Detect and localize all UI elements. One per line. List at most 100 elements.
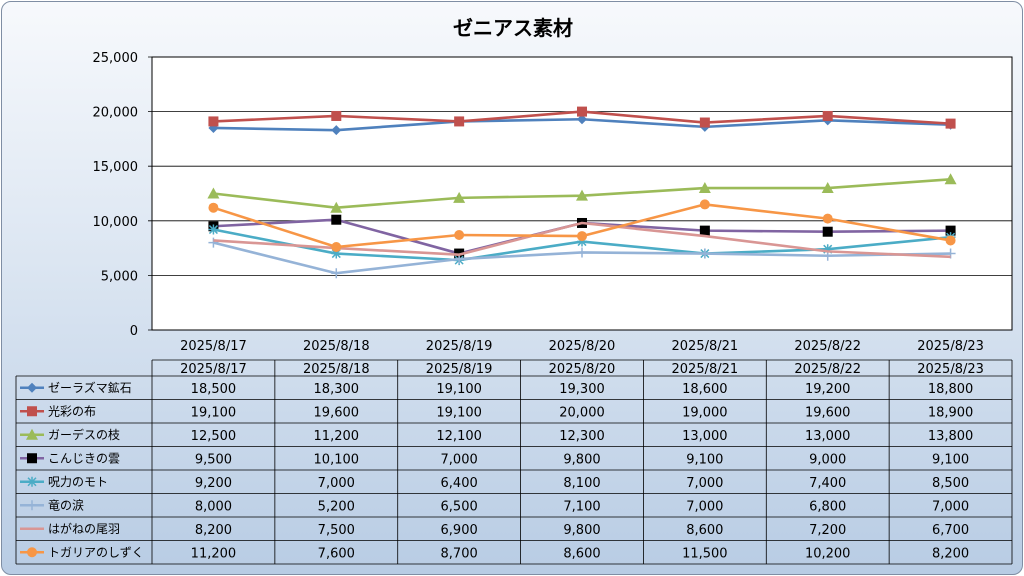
table-cell: 7,400 xyxy=(809,476,846,491)
legend-key xyxy=(20,453,44,464)
data-point xyxy=(208,116,219,127)
data-point xyxy=(207,187,220,199)
series-name: はがねの尾羽 xyxy=(48,521,120,536)
data-point xyxy=(27,382,37,393)
table-cell: 7,100 xyxy=(563,499,600,514)
table-header-cell: 2025/8/17 xyxy=(180,362,247,377)
data-point xyxy=(944,173,957,185)
y-tick-label: 25,000 xyxy=(93,51,139,66)
x-tick-label: 2025/8/23 xyxy=(917,339,984,354)
data-point xyxy=(945,118,956,129)
gridlines xyxy=(148,56,1012,331)
data-point xyxy=(454,116,465,127)
table-cell: 13,800 xyxy=(928,429,974,444)
table-header-cell: 2025/8/18 xyxy=(303,362,370,377)
series xyxy=(208,199,956,253)
series-lines xyxy=(207,106,957,279)
table-cell: 7,600 xyxy=(318,546,355,561)
data-point xyxy=(27,476,37,487)
table-header-cell: 2025/8/21 xyxy=(672,362,739,377)
x-tick-label: 2025/8/20 xyxy=(549,339,616,354)
y-tick-label: 5,000 xyxy=(101,269,138,284)
data-point xyxy=(699,117,710,128)
table-cell: 8,200 xyxy=(195,523,232,538)
table-cell: 10,200 xyxy=(805,546,851,561)
data-point xyxy=(454,229,465,240)
series-name: ゼーラズマ鉱石 xyxy=(48,380,132,395)
series-name: ガーデスの枝 xyxy=(48,427,120,442)
data-point xyxy=(27,547,37,558)
table-cell: 7,000 xyxy=(932,499,969,514)
table-cell: 8,700 xyxy=(441,546,478,561)
table-header-cell: 2025/8/22 xyxy=(794,362,861,377)
table-cell: 9,800 xyxy=(563,452,600,467)
table-cell: 8,600 xyxy=(686,523,723,538)
series-name: トガリアのしずく xyxy=(48,545,144,559)
table-cell: 7,000 xyxy=(441,452,478,467)
table-cell: 19,200 xyxy=(805,382,851,397)
y-axis: 25,000 20,000 15,000 10,000 5,000 0 xyxy=(93,51,139,339)
legend-key xyxy=(20,428,44,440)
table-cell: 20,000 xyxy=(559,405,605,420)
data-point xyxy=(27,500,37,511)
data-point xyxy=(577,231,587,242)
data-point xyxy=(821,182,834,194)
data-point xyxy=(330,201,343,213)
y-tick-label: 15,000 xyxy=(93,160,139,175)
data-point xyxy=(576,189,588,201)
data-point xyxy=(26,428,38,440)
table-cell: 8,500 xyxy=(932,476,969,491)
table-cell: 12,300 xyxy=(559,429,605,444)
data-point xyxy=(822,213,833,224)
data-point xyxy=(822,110,833,121)
data-point xyxy=(822,226,833,237)
series-name: 呪力のモト xyxy=(48,475,108,489)
table-cell: 9,500 xyxy=(195,452,232,467)
data-point xyxy=(577,247,587,258)
data-point xyxy=(945,225,956,236)
data-point xyxy=(331,125,342,136)
data-point xyxy=(577,114,587,125)
data-point xyxy=(698,182,711,194)
data-point xyxy=(577,236,587,247)
table-header-cell: 2025/8/20 xyxy=(549,362,616,377)
series-name: こんじきの雲 xyxy=(48,451,120,465)
data-point xyxy=(331,248,342,259)
table-cell: 12,500 xyxy=(191,429,237,444)
data-point xyxy=(822,244,833,255)
table-cell: 9,100 xyxy=(932,452,969,467)
table-cell: 11,500 xyxy=(682,546,728,561)
table-cell: 19,000 xyxy=(682,405,728,420)
data-point xyxy=(208,202,219,213)
chart-title: ゼニアス素材 xyxy=(453,16,573,40)
data-point xyxy=(331,242,342,253)
legend-key xyxy=(20,500,44,511)
table-cell: 12,100 xyxy=(436,429,482,444)
y-tick-label: 10,000 xyxy=(93,215,139,230)
data-point xyxy=(208,224,219,235)
table-cell: 9,200 xyxy=(195,476,232,491)
table-cell: 19,600 xyxy=(805,405,851,420)
x-tick-label: 2025/8/19 xyxy=(426,339,493,354)
legend-key xyxy=(20,476,44,487)
data-point xyxy=(331,268,342,279)
table-cell: 8,600 xyxy=(563,546,600,561)
table-cell: 9,000 xyxy=(809,452,846,467)
table-cell: 8,100 xyxy=(563,476,600,491)
x-tick-label: 2025/8/21 xyxy=(672,339,739,354)
table-header-cell: 2025/8/19 xyxy=(426,362,493,377)
table-cell: 6,700 xyxy=(932,523,969,538)
table-cell: 19,600 xyxy=(314,405,360,420)
data-point xyxy=(331,110,342,121)
table-cell: 19,100 xyxy=(436,382,482,397)
table-cell: 7,200 xyxy=(809,523,846,538)
y-tick-label: 0 xyxy=(130,324,138,339)
data-point xyxy=(699,199,710,210)
legend-key xyxy=(20,406,44,417)
table-cell: 19,300 xyxy=(559,382,605,397)
x-tick-label: 2025/8/17 xyxy=(180,339,247,354)
legend-key xyxy=(20,547,44,558)
table-cell: 18,800 xyxy=(928,382,974,397)
data-point xyxy=(208,237,219,248)
